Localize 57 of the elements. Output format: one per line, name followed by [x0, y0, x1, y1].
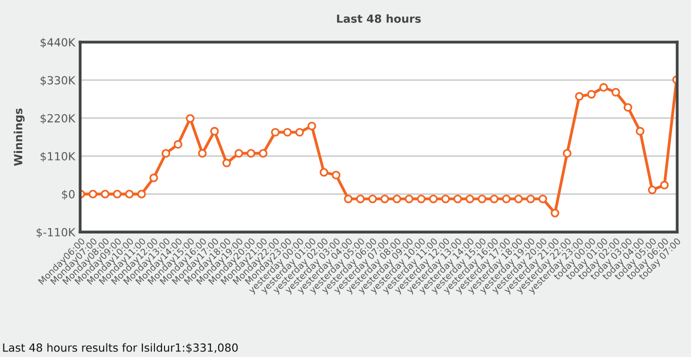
point: [574, 92, 584, 101]
point: [599, 83, 608, 92]
point: [429, 194, 438, 204]
point: [271, 128, 280, 137]
point: [100, 190, 110, 198]
point: [478, 194, 486, 204]
point: [186, 114, 195, 123]
point: [416, 194, 426, 204]
point: [307, 122, 316, 130]
point: [453, 194, 462, 204]
point: [562, 149, 572, 158]
point: [624, 103, 632, 112]
point: [112, 190, 122, 198]
point: [550, 208, 560, 218]
y-tick-label: $330K: [40, 76, 76, 86]
point: [332, 170, 340, 180]
point: [526, 194, 535, 204]
point: [648, 186, 657, 194]
point: [502, 194, 511, 204]
point: [174, 140, 182, 149]
point: [466, 194, 474, 204]
y-tick-label: $-110K: [36, 228, 76, 238]
point: [295, 128, 304, 137]
y-axis-title: Winnings: [14, 108, 25, 166]
point: [538, 194, 548, 204]
point: [380, 194, 390, 204]
point: [356, 194, 365, 204]
text: Last 48 hours results for Isildur1:$331,080: [3, 343, 238, 354]
point: [162, 149, 170, 158]
point: [198, 149, 207, 158]
point: [636, 126, 644, 136]
point: [404, 194, 414, 204]
point: [149, 174, 158, 182]
point: [125, 190, 134, 198]
point: [88, 190, 98, 198]
point: [611, 88, 620, 97]
point: [660, 180, 669, 190]
point: [137, 190, 146, 198]
y-tick-label: $440K: [40, 38, 76, 48]
chart-title: Last 48 hours: [337, 14, 421, 23]
point: [392, 194, 402, 204]
point: [344, 194, 353, 204]
point: [514, 194, 523, 204]
y-tick-label: $110K: [40, 152, 76, 162]
point: [246, 149, 256, 158]
point: [283, 128, 292, 137]
point: [441, 194, 450, 204]
point: [258, 149, 268, 158]
y-tick-label: $220K: [40, 114, 76, 124]
y-tick-label: $0: [62, 190, 75, 200]
point: [587, 90, 596, 99]
point: [490, 194, 498, 204]
point: [320, 168, 328, 177]
point: [222, 158, 231, 168]
point: [210, 126, 219, 136]
point: [368, 194, 377, 204]
point: [234, 149, 244, 158]
